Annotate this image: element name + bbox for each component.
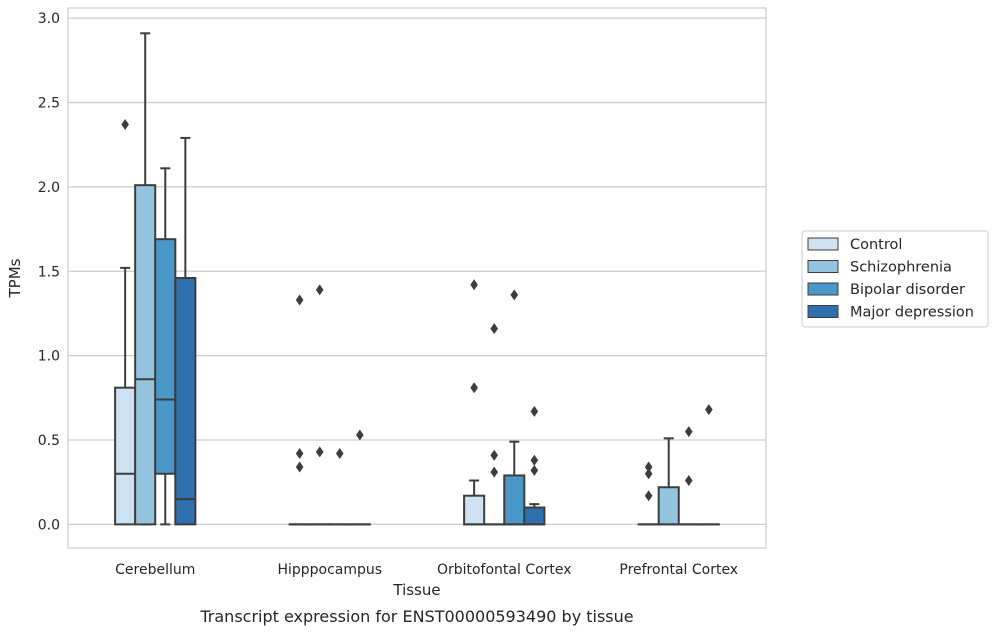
outlier-point — [705, 404, 713, 416]
box — [483, 323, 506, 526]
legend-label: Bipolar disorder — [850, 282, 965, 298]
outlier-point — [644, 490, 653, 502]
series-schizophrenia — [134, 32, 680, 526]
outlier-point — [470, 279, 478, 291]
x-tick-label: Prefrontal Cortex — [619, 562, 738, 578]
box — [288, 294, 311, 526]
legend-label: Major depression — [850, 305, 974, 321]
y-axis-label: TPMs — [6, 258, 24, 298]
iqr-box — [134, 184, 157, 526]
outlier-point — [684, 475, 693, 486]
outlier-point — [684, 426, 693, 438]
box — [463, 279, 486, 526]
box — [677, 426, 700, 526]
iqr-box — [174, 277, 197, 526]
x-tick-labels: Cerebellum Hipppocampus Orbitofontal Corte… — [115, 562, 738, 578]
box — [348, 429, 371, 526]
outlier-point — [644, 461, 653, 473]
outlier-point — [510, 289, 519, 301]
x-tick-label: Cerebellum — [115, 562, 195, 578]
box — [114, 118, 137, 526]
box — [503, 289, 526, 526]
outlier-point — [490, 449, 499, 461]
legend-swatch — [807, 260, 839, 273]
x-tick-label: Hipppocampus — [277, 562, 382, 578]
outlier-point — [295, 461, 304, 473]
series-control — [114, 118, 660, 526]
outlier-point — [335, 448, 344, 459]
outlier-point — [121, 118, 129, 130]
outlier-point — [315, 284, 324, 296]
outlier-point — [530, 405, 539, 417]
iqr-box — [114, 386, 137, 526]
iqr-box — [154, 238, 177, 475]
outlier-point — [470, 382, 478, 394]
legend-label: Control — [850, 237, 902, 253]
outlier-point — [530, 454, 539, 466]
box — [134, 32, 157, 526]
outlier-point — [490, 323, 499, 335]
outlier-point — [530, 464, 539, 476]
y-tick-label: 3.0 — [38, 11, 60, 27]
outlier-point — [315, 446, 324, 458]
y-tick-label: 2.0 — [38, 180, 60, 196]
outlier-point — [295, 448, 304, 459]
chart-caption: Transcript expression for ENST0000059349… — [199, 607, 633, 626]
x-axis-label: Tissue — [392, 581, 440, 599]
y-tick-label: 2.5 — [38, 96, 60, 112]
y-tick-labels: 0.0 0.5 1.0 1.5 2.0 2.5 3.0 — [38, 11, 60, 533]
iqr-box — [657, 486, 680, 526]
legend-label: Schizophrenia — [850, 260, 952, 276]
box — [657, 437, 680, 526]
outlier-point — [356, 429, 364, 441]
outlier-point — [295, 294, 304, 306]
legend-swatch — [807, 305, 839, 318]
box — [308, 284, 331, 526]
y-tick-label: 1.0 — [38, 349, 60, 365]
iqr-box — [463, 494, 486, 526]
box — [523, 405, 546, 526]
x-tick-label: Orbitofontal Cortex — [437, 562, 572, 578]
iqr-box — [523, 506, 546, 526]
legend-swatch — [807, 237, 839, 251]
legend-frame — [801, 230, 989, 328]
iqr-box — [503, 474, 526, 526]
plot-area-frame — [67, 7, 767, 549]
outlier-point — [644, 468, 653, 480]
box — [174, 136, 197, 526]
box — [637, 461, 660, 526]
outlier-point — [490, 466, 499, 478]
legend: Control Schizophrenia Bipolar disorder Majo… — [801, 230, 989, 328]
box — [154, 167, 177, 526]
box-series — [114, 32, 720, 526]
series-bipolar-disorder — [154, 167, 700, 526]
box — [697, 404, 720, 526]
box — [328, 448, 351, 526]
y-tick-label: 1.5 — [38, 264, 60, 280]
series-major-depression — [174, 136, 720, 526]
legend-swatch — [807, 282, 839, 296]
y-tick-label: 0.0 — [38, 517, 60, 533]
y-tick-label: 0.5 — [38, 433, 60, 449]
